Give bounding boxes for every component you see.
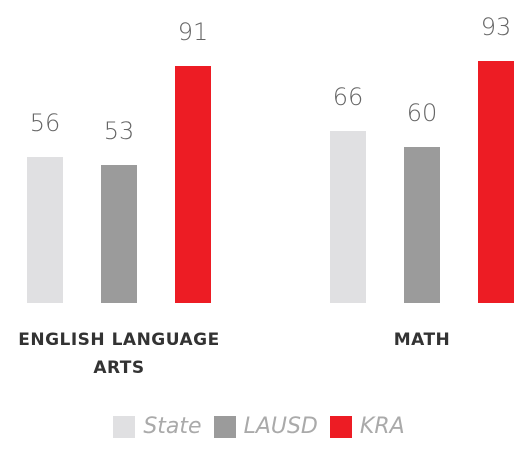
legend-swatch [113, 415, 136, 438]
value-label: 66 [332, 83, 364, 112]
bar [404, 147, 440, 303]
value-label: 53 [103, 117, 135, 146]
legend-swatch [213, 415, 236, 438]
legend-item: LAUSD [213, 414, 318, 439]
value-label: 60 [406, 99, 438, 127]
category-label: ENGLISH LANGUAGE ARTS [18, 330, 220, 378]
legend-item: State [113, 414, 202, 439]
value-label: 91 [177, 18, 209, 47]
legend-label: KRA [359, 414, 405, 439]
bar [175, 66, 211, 303]
legend-label: State [143, 414, 202, 439]
bar [330, 131, 366, 303]
legend-item: KRA [329, 414, 405, 439]
value-label: 93 [480, 13, 512, 42]
legend-label: LAUSD [243, 414, 318, 439]
bar [478, 61, 514, 303]
bar [101, 165, 137, 303]
value-label: 56 [29, 109, 61, 138]
bar [27, 157, 63, 303]
legend: State LAUSD KRA [0, 414, 518, 439]
category-label: MATH [393, 330, 451, 350]
legend-swatch [329, 415, 352, 438]
